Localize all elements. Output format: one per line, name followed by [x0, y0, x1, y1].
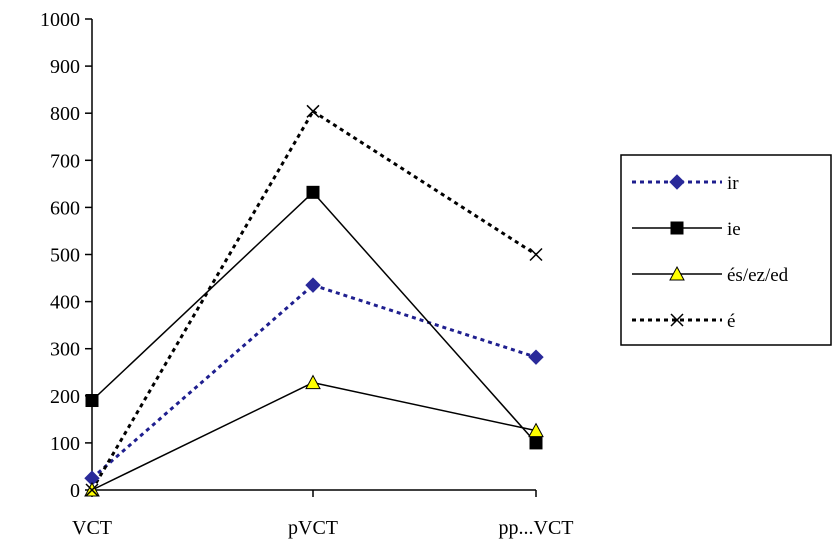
data-point [529, 436, 543, 450]
x-tick-label: VCT [72, 517, 112, 539]
y-tick-label: 200 [50, 386, 80, 408]
series-line-segment [91, 381, 314, 491]
legend-label: és/ez/ed [727, 265, 789, 286]
x-marker-stroke [529, 247, 543, 262]
y-tick-label: 700 [50, 150, 80, 172]
legend-label: ie [727, 219, 741, 240]
series-line-segment [312, 283, 537, 359]
y-tick-label: 300 [50, 339, 80, 361]
series-layer [84, 104, 544, 497]
x-marker-stroke [306, 104, 320, 118]
data-point [528, 349, 544, 365]
x-marker-stroke [85, 483, 99, 497]
y-tick-label: 1000 [40, 9, 80, 31]
y-tick-label: 800 [50, 103, 80, 125]
data-point [85, 483, 99, 497]
legend: ir ie és/ez/ed é [620, 154, 832, 346]
y-tick-label: 500 [50, 245, 80, 267]
legend-label: ir [727, 173, 739, 194]
series-line-segment [91, 283, 314, 480]
series-line-segment [312, 191, 537, 444]
data-point [528, 422, 544, 438]
y-tick-label: 0 [70, 480, 80, 502]
x-tick-label: pVCT [288, 517, 338, 539]
x-marker-stroke [670, 313, 684, 327]
legend-marker [669, 265, 685, 281]
data-point [85, 394, 99, 408]
y-tick-label: 600 [50, 197, 80, 219]
y-tick-label: 900 [50, 56, 80, 78]
data-point [305, 374, 321, 390]
series-line-segment [312, 381, 537, 432]
y-tick-label: 400 [50, 292, 80, 314]
data-point [305, 277, 321, 293]
legend-marker [670, 221, 684, 235]
x-tick-label: pp...VCT [499, 517, 574, 539]
data-point [306, 185, 320, 199]
legend-box [620, 154, 832, 346]
data-point [529, 247, 543, 262]
series-line-segment [91, 191, 314, 402]
y-tick-label: 100 [50, 433, 80, 455]
data-point [306, 104, 320, 118]
legend-label: é [727, 311, 735, 332]
series-line-segment [90, 110, 315, 491]
series-line-segment [312, 110, 537, 256]
legend-marker [669, 174, 685, 190]
axes: 0 100 200 300 400 500 600 700 800 900 1000 VCT pVCT p… [40, 9, 574, 539]
legend-marker [670, 313, 684, 327]
